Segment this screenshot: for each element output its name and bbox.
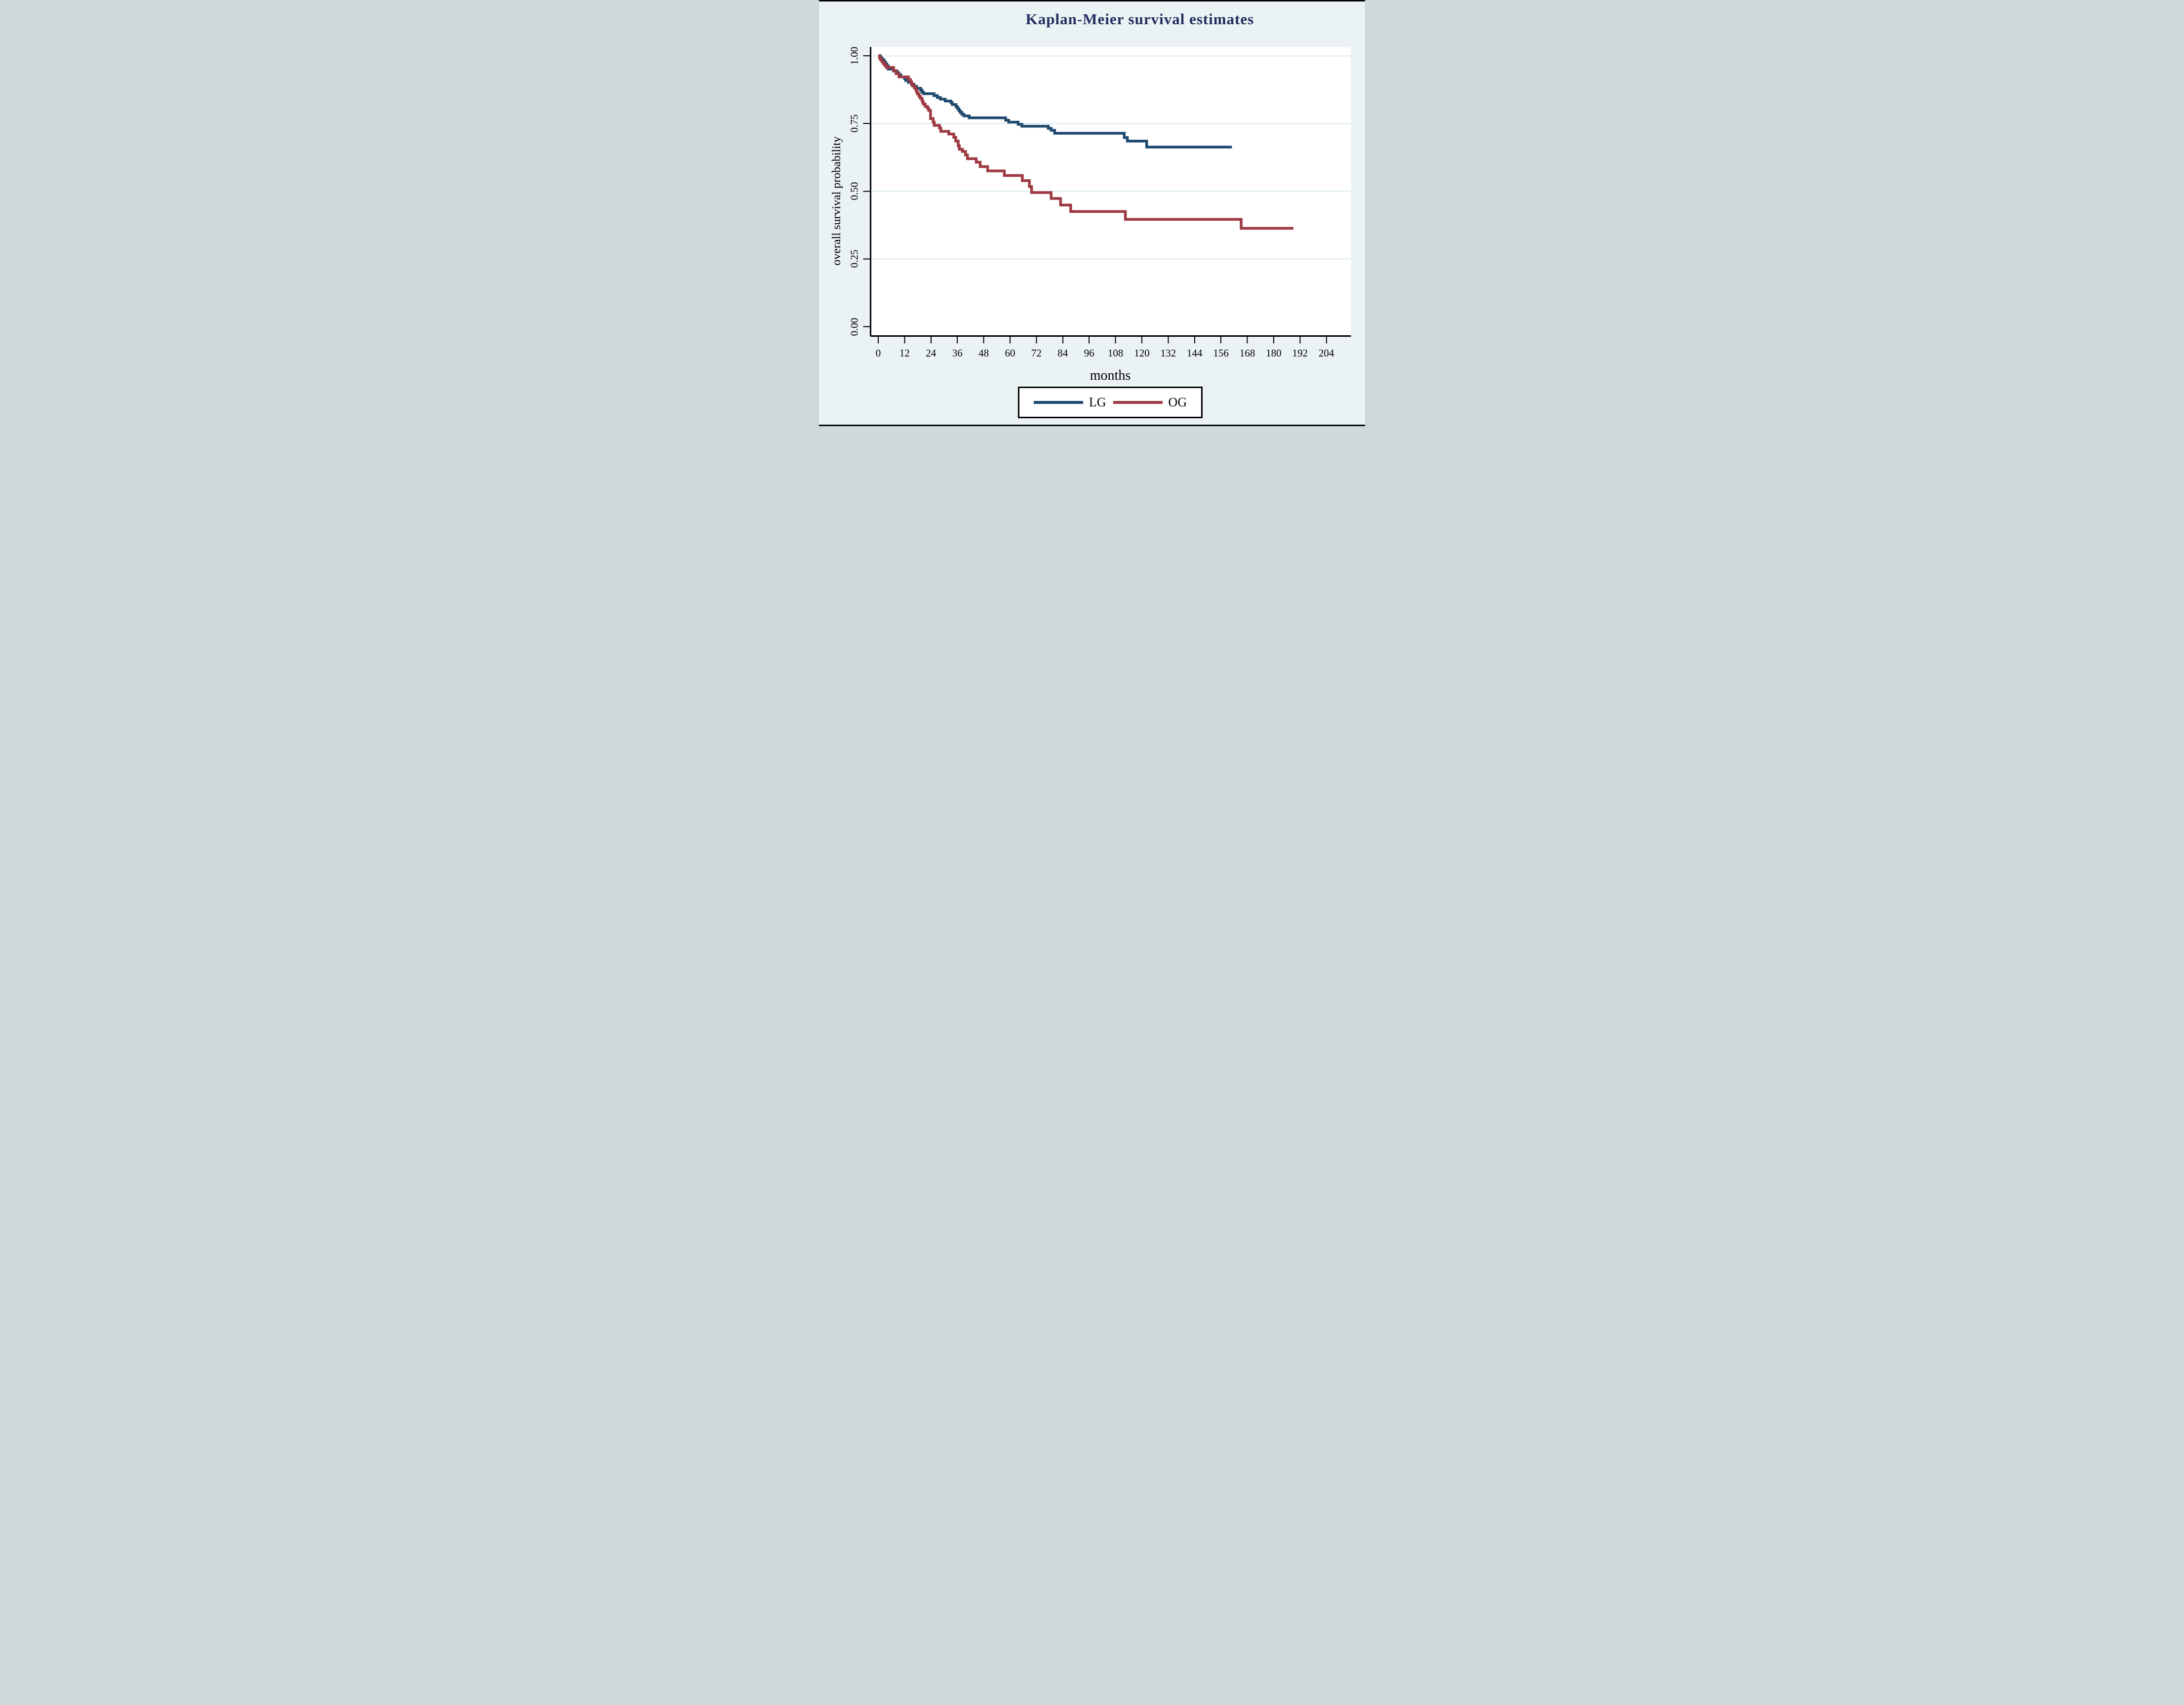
km-figure: Kaplan-Meier survival estimates overall … bbox=[819, 0, 1365, 426]
og-line-swatch bbox=[1113, 401, 1163, 404]
x-tick-label-120: 120 bbox=[1134, 347, 1150, 359]
survival-curve-OG bbox=[878, 54, 1294, 230]
x-tick-label-12: 12 bbox=[899, 347, 910, 359]
legend-label-og: OG bbox=[1168, 395, 1187, 409]
chart-title: Kaplan-Meier survival estimates bbox=[1025, 10, 1254, 28]
x-tick-label-24: 24 bbox=[926, 347, 936, 359]
x-tick-label-156: 156 bbox=[1213, 347, 1229, 359]
y-tick-label-0.75: 0.75 bbox=[848, 114, 860, 133]
y-tick-label-1.00: 1.00 bbox=[848, 46, 860, 65]
x-tick-label-204: 204 bbox=[1319, 347, 1334, 359]
y-tick-label-0.00: 0.00 bbox=[848, 317, 860, 336]
plot-canvas bbox=[863, 47, 1351, 344]
x-tick-label-0: 0 bbox=[875, 347, 881, 359]
x-tick-label-108: 108 bbox=[1107, 347, 1124, 359]
x-tick-label-96: 96 bbox=[1084, 347, 1094, 359]
x-tick-label-84: 84 bbox=[1057, 347, 1068, 359]
x-tick-label-60: 60 bbox=[1005, 347, 1015, 359]
x-tick-label-36: 36 bbox=[952, 347, 963, 359]
x-tick-label-144: 144 bbox=[1187, 347, 1203, 359]
legend-box: LG OG bbox=[1018, 387, 1203, 418]
legend-entry-lg: LG bbox=[1033, 395, 1106, 410]
x-tick-label-72: 72 bbox=[1031, 347, 1042, 359]
x-tick-label-180: 180 bbox=[1266, 347, 1282, 359]
x-tick-label-168: 168 bbox=[1239, 347, 1255, 359]
x-tick-label-48: 48 bbox=[978, 347, 989, 359]
x-tick-label-132: 132 bbox=[1160, 347, 1176, 359]
x-tick-label-192: 192 bbox=[1292, 347, 1308, 359]
y-tick-label-0.25: 0.25 bbox=[848, 250, 860, 268]
y-axis-title: overall survival probability bbox=[830, 136, 843, 266]
y-tick-label-0.50: 0.50 bbox=[848, 182, 860, 200]
x-axis-title: months bbox=[1090, 368, 1131, 383]
legend-entry-og: OG bbox=[1113, 395, 1187, 410]
lg-line-swatch bbox=[1033, 401, 1083, 404]
legend-label-lg: LG bbox=[1089, 395, 1106, 409]
